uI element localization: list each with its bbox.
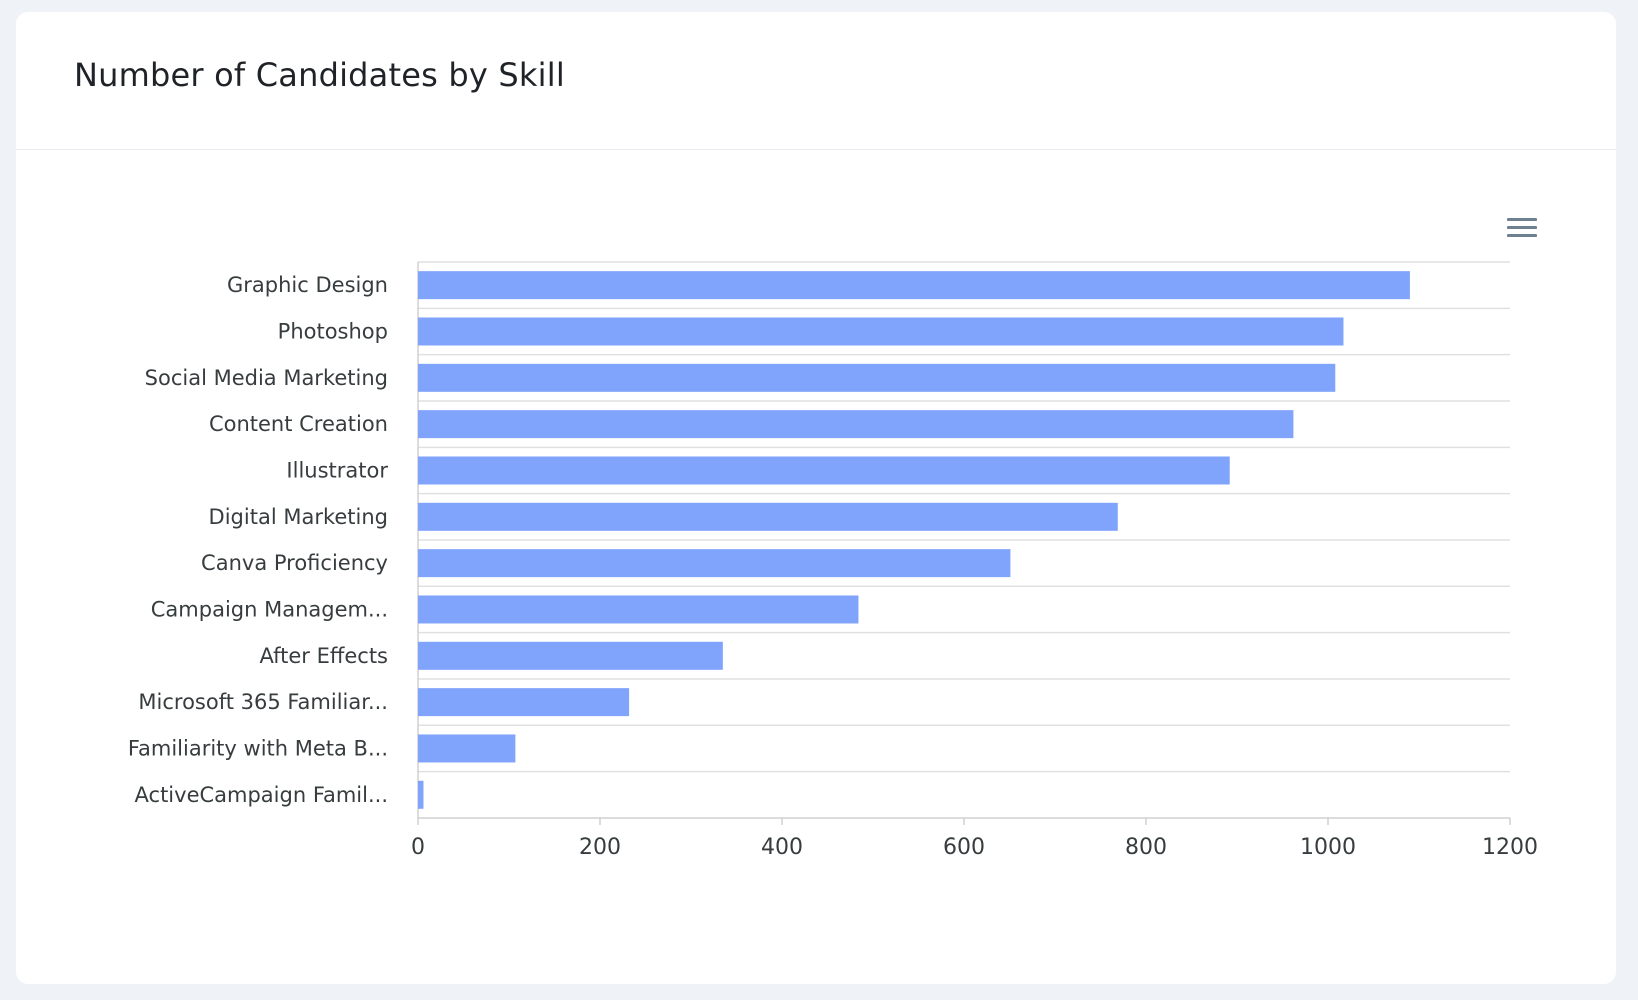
x-tick-label: 600 [943, 835, 985, 860]
bar[interactable] [418, 549, 1011, 578]
bar[interactable] [418, 734, 516, 763]
category-label: Content Creation [209, 412, 388, 436]
bar[interactable] [418, 317, 1344, 346]
category-label: Digital Marketing [209, 505, 388, 529]
x-tick-label: 800 [1125, 835, 1167, 860]
page-title: Number of Candidates by Skill [74, 56, 565, 94]
category-label: Photoshop [278, 319, 388, 343]
bar[interactable] [418, 688, 630, 717]
x-tick-label: 1000 [1300, 835, 1356, 860]
x-tick-label: 200 [579, 835, 621, 860]
category-label: Social Media Marketing [145, 366, 388, 390]
category-label: After Effects [260, 644, 388, 668]
category-label: Illustrator [286, 458, 388, 482]
category-label: Campaign Managem... [151, 597, 388, 621]
category-label: Microsoft 365 Familiar... [138, 690, 388, 714]
chart-card: Number of Candidates by Skill Graphic De… [16, 12, 1616, 984]
bar[interactable] [418, 271, 1410, 300]
category-label: Familiarity with Meta B... [128, 736, 388, 760]
category-label: Canva Proficiency [201, 551, 388, 575]
bar[interactable] [418, 363, 1336, 392]
bar[interactable] [418, 502, 1118, 531]
category-label: ActiveCampaign Famil... [135, 783, 388, 807]
chart-menu-button[interactable] [1503, 212, 1541, 242]
card-header: Number of Candidates by Skill [16, 12, 1616, 150]
bar[interactable] [418, 641, 723, 670]
bar[interactable] [418, 780, 424, 809]
x-tick-label: 0 [411, 835, 425, 860]
bar[interactable] [418, 456, 1230, 485]
x-tick-label: 400 [761, 835, 803, 860]
category-label: Graphic Design [227, 273, 388, 297]
menu-icon-line-3 [1507, 234, 1537, 237]
bar[interactable] [418, 410, 1294, 439]
menu-icon-line-1 [1507, 218, 1537, 221]
bar[interactable] [418, 595, 859, 624]
x-tick-label: 1200 [1482, 835, 1538, 860]
menu-icon-line-2 [1507, 226, 1537, 229]
bar-chart: Graphic Design Photoshop Social Media Mark… [128, 261, 1538, 860]
